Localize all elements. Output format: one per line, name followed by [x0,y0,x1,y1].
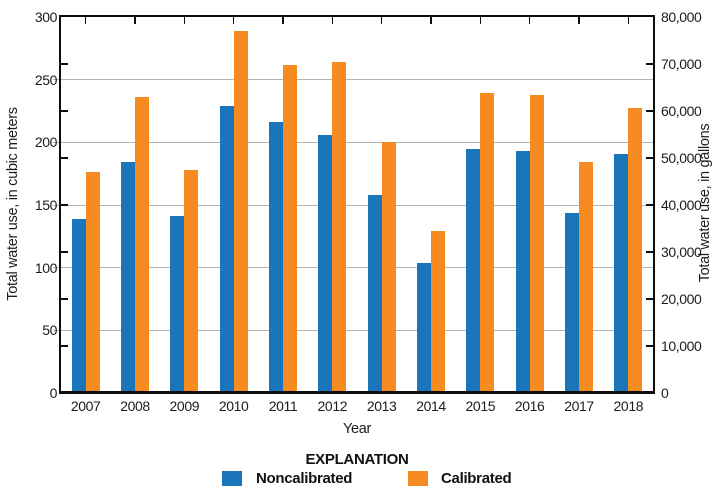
top-axis-tick-2007 [84,17,87,24]
bar-calibrated-2012 [332,62,347,393]
right-axis-tick-70,000 [646,63,653,65]
legend-title: EXPLANATION [305,451,409,468]
top-axis-tick-2010 [232,17,235,24]
top-axis-tick-2013 [380,17,383,24]
x-tick-label-2010: 2010 [218,398,249,414]
top-axis-tick-2018 [627,17,630,24]
left-tick-label-50: 50 [42,322,57,339]
gridline-250 [53,79,653,81]
bar-noncalibrated-2007 [71,218,86,393]
left-axis-title: Total water use, in cubic meters [5,107,21,301]
bar-calibrated-2017 [579,162,593,393]
bar-calibrated-2018 [628,108,643,393]
bar-calibrated-2016 [529,94,544,393]
bar-calibrated-2013 [381,142,396,393]
left-spine [59,15,61,394]
top-axis-tick-2012 [331,17,334,24]
bar-calibrated-2014 [431,231,445,393]
right-axis-tick-40,000 [646,204,653,206]
bar-noncalibrated-2011 [269,122,283,393]
right-axis-title: Total water use, in gallons [697,123,713,283]
right-axis-tick-60,000 [646,110,653,112]
right-axis-tick-10,000 [646,345,653,347]
top-axis-tick-2011 [282,17,284,24]
bar-calibrated-2010 [233,30,248,393]
right-tick-label-70,000: 70,000 [661,56,702,72]
right-tick-label-20,000: 20,000 [661,291,702,307]
x-tick-label-2018: 2018 [613,398,644,414]
bar-noncalibrated-2017 [565,212,579,393]
bar-calibrated-2007 [85,172,100,393]
right-tick-label-40,000: 40,000 [661,197,702,213]
bar-noncalibrated-2018 [614,153,629,393]
left-axis-tick-30,000 [61,251,68,253]
top-axis-tick-2008 [134,17,136,24]
right-axis-tick-20,000 [646,298,653,300]
bar-noncalibrated-2016 [515,151,530,393]
legend-label-noncalibrated: Noncalibrated [256,470,353,487]
x-tick-label-2008: 2008 [120,398,150,414]
x-tick-label-2007: 2007 [70,398,101,414]
top-axis-tick-2009 [183,17,186,24]
bar-noncalibrated-2012 [318,134,333,393]
x-tick-label-2011: 2011 [268,398,298,414]
top-axis-tick-2014 [430,17,432,24]
left-axis-tick-50,000 [61,157,68,159]
gridline-150 [53,204,653,206]
bar-noncalibrated-2008 [121,162,135,393]
left-tick-label-250: 250 [34,71,58,88]
gridline-200 [53,141,653,143]
bar-calibrated-2008 [135,97,149,393]
left-tick-label-150: 150 [34,197,58,213]
gridline-100 [53,267,653,269]
right-axis-tick-50,000 [646,157,653,159]
right-tick-label-60,000: 60,000 [661,103,702,119]
legend-label-calibrated: Calibrated [441,470,512,487]
bar-noncalibrated-2010 [219,105,234,393]
x-axis-title: Year [342,421,372,437]
bar-calibrated-2011 [283,64,297,393]
right-tick-label-10,000: 10,000 [661,338,702,354]
bottom-spine [59,391,655,394]
top-spine [59,15,655,17]
left-tick-label-200: 200 [34,134,58,151]
bar-noncalibrated-2015 [466,148,481,393]
bar-noncalibrated-2013 [367,194,382,393]
bar-calibrated-2009 [184,169,199,393]
legend-swatch-calibrated [408,471,428,486]
x-tick-label-2014: 2014 [416,398,446,414]
right-axis-tick-30,000 [646,251,653,253]
x-tick-label-2017: 2017 [564,398,594,414]
x-tick-label-2015: 2015 [465,398,496,414]
x-tick-label-2013: 2013 [366,398,397,414]
right-spine [653,15,655,394]
left-tick-label-0: 0 [49,385,58,401]
bar-calibrated-2015 [480,93,495,393]
plot-area [53,17,653,393]
left-axis-tick-40,000 [61,204,68,206]
right-tick-label-30,000: 30,000 [661,244,702,260]
x-tick-label-2012: 2012 [317,398,348,414]
x-tick-label-2009: 2009 [169,398,200,414]
left-axis-tick-60,000 [61,110,68,112]
top-axis-tick-2017 [578,17,580,24]
top-axis-tick-2016 [528,17,531,24]
right-tick-label-0: 0 [661,385,669,401]
gridline-50 [53,329,653,331]
right-tick-label-50,000: 50,000 [661,150,702,166]
right-tick-label-80,000: 80,000 [661,9,702,25]
left-tick-label-100: 100 [34,259,58,276]
bar-noncalibrated-2009 [170,216,185,393]
left-axis-tick-10,000 [61,345,68,347]
legend-swatch-noncalibrated [222,471,242,486]
left-axis-tick-70,000 [61,63,68,65]
left-axis-tick-20,000 [61,298,68,300]
left-tick-label-300: 300 [34,9,58,25]
x-tick-label-2016: 2016 [514,398,545,414]
bar-noncalibrated-2014 [417,262,431,393]
top-axis-tick-2015 [479,17,482,24]
